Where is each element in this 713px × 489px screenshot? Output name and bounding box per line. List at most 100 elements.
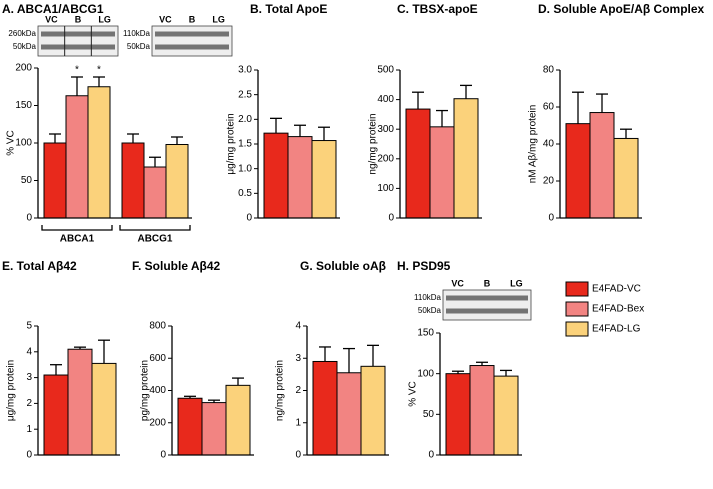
bar	[311, 140, 337, 219]
panel-title: B. Total ApoE	[250, 2, 327, 16]
y-tick-label: 800	[149, 321, 166, 332]
y-tick-label: 0	[388, 213, 394, 224]
bar	[121, 142, 145, 219]
y-tick-label: 2	[295, 385, 301, 396]
y-tick-label: 0	[548, 213, 554, 224]
y-tick-label: 100	[15, 138, 32, 149]
blot-band	[446, 308, 528, 314]
y-tick-label: 150	[15, 100, 32, 111]
y-axis-label: μg/mg protein	[6, 360, 17, 421]
y-tick-label: 0	[246, 213, 252, 224]
y-tick-label: 2.5	[238, 89, 252, 100]
group-bracket	[119, 225, 191, 231]
y-tick-label: 300	[377, 124, 394, 135]
y-tick-label: 1	[295, 417, 301, 428]
blot-image	[37, 25, 119, 57]
bar	[201, 402, 227, 456]
y-tick-label: 600	[149, 353, 166, 364]
bar	[165, 144, 189, 219]
panel-title: C. TBSX-apoE	[397, 2, 478, 16]
bar	[565, 123, 591, 219]
y-tick-label: 1	[26, 424, 32, 435]
y-axis-label: μg/mg protein	[226, 113, 237, 174]
bar	[225, 384, 251, 456]
bar	[405, 108, 431, 219]
blot-band	[41, 44, 115, 50]
blot-band	[41, 31, 115, 37]
panel-title: D. Soluble ApoE/Aβ Complex	[538, 2, 705, 16]
y-tick-label: 500	[377, 65, 394, 76]
y-tick-label: 20	[543, 176, 555, 187]
y-tick-label: 0	[428, 450, 434, 461]
y-tick-label: 200	[377, 153, 394, 164]
y-tick-label: 1.0	[238, 163, 252, 174]
marker-label: 50kDa	[13, 42, 37, 51]
panel: A. ABCA1/ABCG1 0 50 100 150 200 % VC ABCA1 ABCG1…	[2, 2, 233, 245]
panel: E. Total Aβ42 0 1 2 3 4 5 μg/mg protein	[2, 259, 120, 461]
lane-label: VC	[159, 14, 172, 24]
bar	[360, 365, 386, 456]
panel-title: H. PSD95	[397, 259, 451, 273]
lane-label: LG	[510, 278, 523, 288]
bar	[263, 132, 289, 219]
lane-label: VC	[45, 14, 58, 24]
bar	[493, 375, 519, 456]
panel-title: A. ABCA1/ABCG1	[2, 2, 104, 16]
bar	[177, 397, 203, 456]
lane-label: VC	[451, 278, 464, 288]
y-axis-label: % VC	[6, 130, 17, 156]
y-tick-label: 2	[26, 398, 32, 409]
y-tick-label: 200	[15, 63, 32, 74]
y-tick-label: 4	[26, 346, 32, 357]
lane-label: B	[189, 14, 196, 24]
y-tick-label: 400	[149, 385, 166, 396]
y-tick-label: 0	[295, 450, 301, 461]
y-tick-label: 3.0	[238, 65, 252, 76]
bar	[445, 373, 471, 456]
y-tick-label: 60	[543, 102, 555, 113]
bar	[429, 126, 455, 219]
legend-label: E4FAD-LG	[592, 324, 641, 335]
legend-label: E4FAD-VC	[592, 284, 641, 295]
y-tick-label: 50	[21, 175, 33, 186]
y-tick-label: 50	[423, 409, 435, 420]
marker-label: 110kDa	[414, 293, 442, 302]
group-label: ABCG1	[137, 234, 172, 245]
blot-band	[446, 295, 528, 301]
bar	[469, 365, 495, 456]
lane-label: LG	[98, 14, 111, 24]
legend-swatch	[565, 281, 589, 297]
group-bracket	[41, 225, 113, 231]
significance-mark: *	[97, 65, 101, 76]
blot-image	[151, 25, 233, 57]
legend-swatch	[565, 321, 589, 337]
legend-label: E4FAD-Bex	[592, 304, 644, 315]
y-axis-label: ng/mg protein	[275, 360, 286, 421]
y-axis-label: nM Aβ/mg protein	[528, 105, 539, 184]
marker-label: 260kDa	[8, 29, 36, 38]
y-tick-label: 0	[26, 213, 32, 224]
blot-image	[442, 289, 532, 321]
y-tick-label: 5	[26, 321, 32, 332]
panel: F. Soluble Aβ42 0 200 400 600 800 pg/mg protei…	[132, 259, 254, 461]
panel-title: F. Soluble Aβ42	[132, 259, 221, 273]
y-tick-label: 3	[26, 372, 32, 383]
bar	[453, 98, 479, 219]
y-tick-label: 150	[417, 328, 434, 339]
marker-label: 50kDa	[418, 306, 442, 315]
bar	[87, 86, 111, 219]
panel: B. Total ApoE 0 0.5 1.0 1.5 2.0 2.5 3.0 μg/mg pr…	[226, 2, 340, 224]
blot-band	[155, 44, 229, 50]
y-axis-label: % VC	[408, 381, 419, 407]
blot-band	[155, 31, 229, 37]
y-tick-label: 200	[149, 417, 166, 428]
y-tick-label: 2.0	[238, 114, 252, 125]
y-tick-label: 0	[160, 450, 166, 461]
y-tick-label: 0.5	[238, 188, 252, 199]
y-tick-label: 100	[417, 368, 434, 379]
lane-label: B	[484, 278, 491, 288]
y-axis-label: ng/mg protein	[368, 113, 379, 174]
y-axis-label: pg/mg protein	[140, 360, 151, 421]
panel: C. TBSX-apoE 0 100 200 300 400 500 ng/mg protei…	[368, 2, 482, 224]
y-tick-label: 80	[543, 65, 555, 76]
